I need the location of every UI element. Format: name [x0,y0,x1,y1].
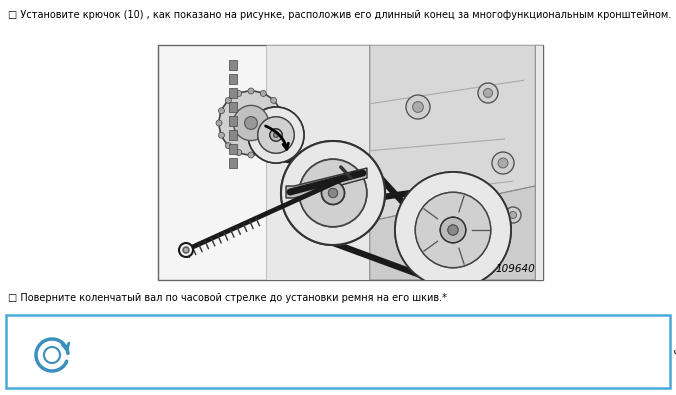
Bar [229,60,237,70]
Circle shape [258,117,294,153]
Circle shape [270,129,282,141]
Circle shape [322,182,345,205]
Circle shape [225,143,231,149]
Circle shape [322,182,345,205]
Circle shape [281,141,385,245]
Circle shape [233,105,268,141]
Circle shape [278,132,283,138]
Bar [229,158,237,168]
Circle shape [225,98,231,103]
Circle shape [492,152,514,174]
Polygon shape [370,186,535,280]
Bar [229,116,237,126]
Circle shape [219,91,283,155]
Circle shape [218,132,224,138]
Circle shape [395,172,511,288]
Circle shape [248,107,304,163]
Circle shape [299,159,367,227]
Circle shape [395,172,511,288]
Circle shape [260,90,266,96]
Circle shape [270,98,276,103]
Bar [229,88,237,98]
Circle shape [216,120,222,126]
Circle shape [329,188,337,198]
Text: 109640: 109640 [496,264,535,274]
Text: Приспособление для установки ремня привода компрессора кондиционера используется: Приспособление для установки ремня приво… [80,348,676,358]
Circle shape [270,143,276,149]
Circle shape [183,247,189,253]
Text: □ Поверните коленчатый вал по часовой стрелке до установки ремня на его шкив.*: □ Поверните коленчатый вал по часовой ст… [8,293,447,303]
Circle shape [510,211,516,218]
Circle shape [280,120,286,126]
Text: Примечание:: Примечание: [80,328,151,338]
Bar [229,102,237,112]
Circle shape [236,150,242,156]
Bar [229,130,237,140]
Circle shape [415,192,491,268]
Circle shape [412,102,423,113]
Circle shape [469,236,487,254]
Bar [6,315,670,388]
Circle shape [248,107,304,163]
Circle shape [474,241,482,249]
Circle shape [440,217,466,243]
Circle shape [245,117,258,130]
Polygon shape [266,45,543,280]
Circle shape [258,117,294,153]
Circle shape [415,192,491,268]
Circle shape [260,150,266,156]
Circle shape [248,88,254,94]
Circle shape [498,158,508,168]
Bar [229,74,237,84]
Circle shape [483,88,493,98]
Circle shape [248,152,254,158]
Circle shape [299,159,367,227]
Circle shape [179,243,193,257]
Circle shape [448,225,458,235]
Circle shape [406,95,430,119]
Bar [229,144,237,154]
Polygon shape [370,45,535,221]
Circle shape [281,141,385,245]
Circle shape [270,129,282,141]
Polygon shape [286,168,367,198]
Circle shape [236,90,242,96]
Circle shape [329,188,337,198]
Circle shape [274,133,279,137]
Circle shape [478,83,498,103]
Text: □ Установите крючок (10) , как показано на рисунке, расположив его длинный конец: □ Установите крючок (10) , как показано … [8,10,671,20]
Circle shape [440,217,466,243]
Circle shape [218,108,224,114]
Circle shape [278,108,283,114]
Circle shape [448,225,458,235]
Bar [158,45,543,280]
Circle shape [274,133,279,137]
Circle shape [505,207,521,223]
